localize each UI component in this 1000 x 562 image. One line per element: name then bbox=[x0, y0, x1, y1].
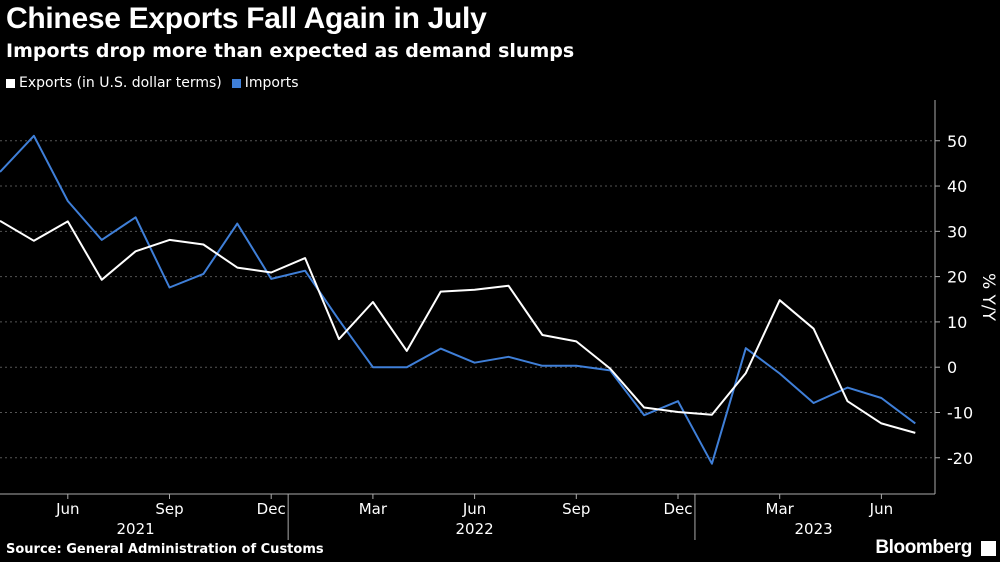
bloomberg-logo-icon bbox=[981, 541, 996, 556]
legend: Exports (in U.S. dollar terms) Imports bbox=[6, 75, 309, 91]
legend-swatch-exports bbox=[6, 78, 15, 88]
y-tick-label: 10 bbox=[947, 313, 967, 332]
x-tick-label: Sep bbox=[562, 500, 590, 518]
y-tick-label: 20 bbox=[947, 268, 967, 287]
exports-line bbox=[0, 220, 916, 434]
y-tick-label: -20 bbox=[947, 449, 973, 468]
y-axis-label: % Y/Y bbox=[978, 273, 998, 322]
x-tick-label: Mar bbox=[359, 500, 388, 518]
x-tick-label: Jun bbox=[462, 500, 486, 518]
legend-item-exports: Exports (in U.S. dollar terms) bbox=[6, 75, 222, 91]
y-tick-label: -10 bbox=[947, 403, 973, 422]
x-tick-label: Sep bbox=[155, 500, 183, 518]
imports-line bbox=[0, 134, 916, 465]
year-label: 2023 bbox=[795, 520, 833, 538]
brand-logo-text: Bloomberg bbox=[875, 537, 972, 558]
x-tick-label: Jun bbox=[869, 500, 893, 518]
y-tick-label: 30 bbox=[947, 222, 967, 241]
x-tick-label: Dec bbox=[257, 500, 286, 518]
legend-item-imports: Imports bbox=[231, 75, 299, 91]
y-tick-label: 40 bbox=[947, 177, 967, 196]
year-label: 2022 bbox=[456, 520, 494, 538]
legend-swatch-imports bbox=[231, 78, 241, 88]
x-tick-label: Mar bbox=[766, 500, 795, 518]
legend-label-exports: Exports (in U.S. dollar terms) bbox=[19, 75, 222, 91]
chart-title: Chinese Exports Fall Again in July bbox=[6, 2, 487, 35]
source-note: Source: General Administration of Custom… bbox=[6, 542, 324, 557]
chart-subtitle: Imports drop more than expected as deman… bbox=[6, 40, 575, 62]
y-tick-label: 0 bbox=[947, 358, 957, 377]
y-tick-label: 50 bbox=[947, 132, 967, 151]
x-tick-label: Dec bbox=[663, 500, 692, 518]
x-tick-label: Jun bbox=[55, 500, 79, 518]
legend-label-imports: Imports bbox=[244, 75, 299, 91]
year-label: 2021 bbox=[117, 520, 155, 538]
